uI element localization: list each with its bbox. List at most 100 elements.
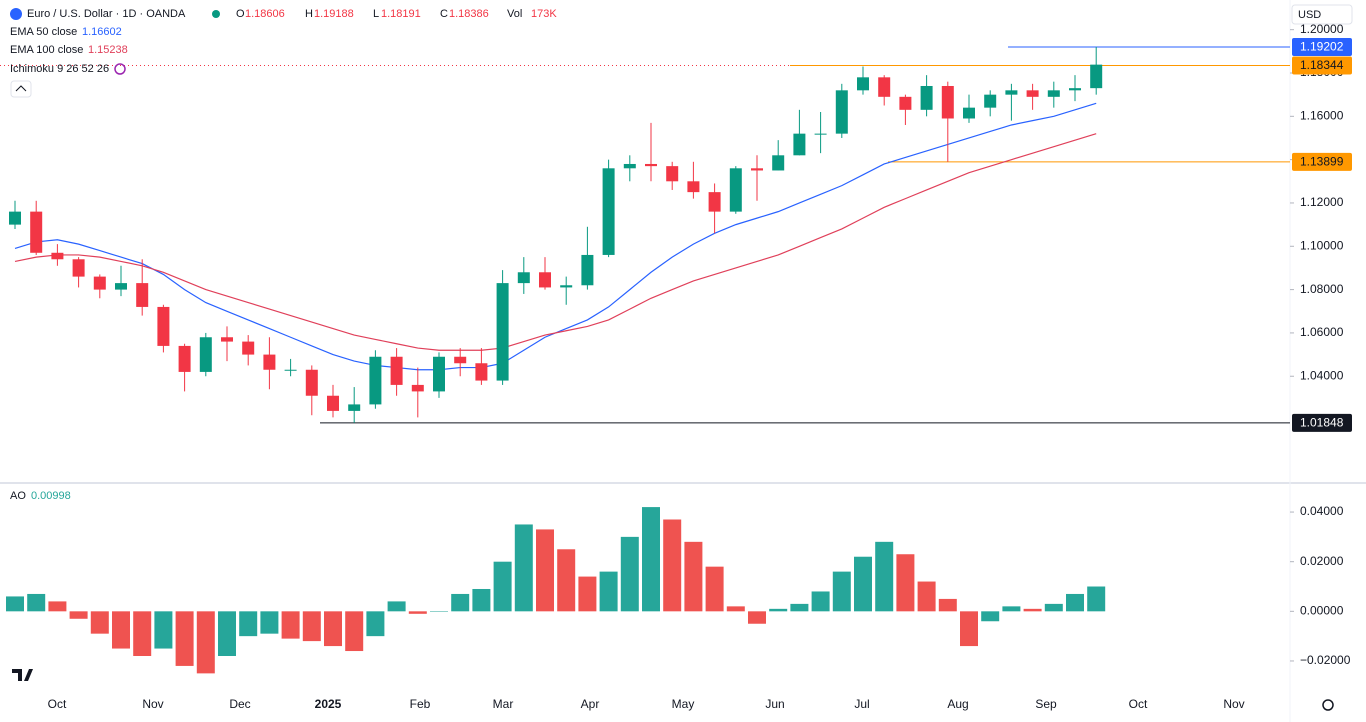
candle-body [666,166,679,182]
ema-line [14,102,1097,371]
ao-bar [1066,593,1084,612]
ao-bar [281,611,300,639]
ao-bar [1002,606,1021,612]
candle-body [687,181,700,193]
candle-body [1047,90,1060,97]
ao-bar [1087,586,1106,612]
level-badge [1292,413,1352,432]
volume-value: 173K [531,8,557,20]
ao-tick-label: −0.02000 [1300,653,1351,667]
ao-bar [938,598,957,612]
ao-bar [811,591,830,612]
x-tick-label: Jun [765,697,784,711]
ao-bar [620,536,639,612]
candle-body [157,306,170,346]
ao-tick-label: 0.02000 [1300,554,1344,568]
ao-bar [748,611,766,624]
candle-body [517,272,530,284]
candle-body [221,337,233,342]
candle-body [920,85,933,110]
currency-button[interactable] [1291,4,1353,25]
x-tick-label: Oct [48,697,67,711]
ao-bar [472,588,491,612]
level-label: 1.19202 [1300,40,1344,54]
y-tick-label: 1.06000 [1300,325,1344,339]
candle-body [729,168,742,212]
ema50-label: EMA 50 close [10,26,77,38]
candle-body [793,133,806,156]
y-tick-label: 1.10000 [1300,238,1344,252]
ao-bar [451,593,470,612]
symbol-title: Euro / U.S. Dollar · 1D · OANDA [27,8,186,20]
quote-value: 1.19188 [314,8,354,20]
ichimoku-icon[interactable] [114,63,126,75]
candle-body [1069,88,1081,91]
collapse-icon [15,85,27,92]
ao-bar [154,611,173,649]
x-tick-label: Oct [1129,697,1148,711]
candle-body [941,85,954,119]
level-label: 1.13899 [1300,154,1344,168]
level-badge [1292,37,1352,56]
candle-body [136,283,149,307]
ao-bar [705,566,724,612]
candle-body [581,254,594,286]
level-badge [1292,56,1352,75]
ao-label: AO [10,490,26,502]
ao-bar [960,611,978,647]
candle-body [772,155,785,171]
x-tick-label: Aug [947,697,968,711]
level-badge [1292,152,1352,171]
candle-body [263,354,276,370]
ao-tick-label: 0.04000 [1300,504,1344,518]
ichimoku-label: Ichimoku 9 26 52 26 [10,63,109,75]
candle-body [390,356,403,385]
candle-body [623,163,636,169]
ema100-value: 1.15238 [88,44,128,56]
ao-bar [832,571,851,612]
ao-bar [175,611,194,666]
candle-body [899,96,912,110]
level-label: 1.01848 [1300,416,1344,430]
y-tick-label: 1.08000 [1300,282,1344,296]
x-tick-label: Feb [410,697,431,711]
candle-body [51,252,64,260]
candle-body [178,345,191,372]
ao-bar [642,507,660,612]
candle-body [30,211,43,253]
candle-body [857,77,869,91]
candle-body [305,369,318,396]
ao-bar [387,601,406,612]
quote-label: L [373,8,379,20]
collapse-button[interactable] [10,80,32,98]
ao-bar [684,541,703,612]
x-tick-label: Sep [1035,697,1057,711]
candle-body [560,285,573,288]
ao-bar [726,606,745,612]
volume-label: Vol [507,8,522,20]
ao-bar [1044,603,1063,612]
ao-bar [790,603,809,612]
settings-icon[interactable] [1322,699,1334,711]
candle-body [93,276,106,290]
x-tick-label: Mar [493,697,514,711]
y-tick-label: 1.16000 [1300,108,1344,122]
ao-bar [196,611,215,674]
x-tick-label: Nov [1223,697,1244,711]
ema100-label: EMA 100 close [10,44,83,56]
candle-body [814,133,827,135]
candle-body [1026,90,1039,97]
candle-body [369,356,382,405]
ao-bar [514,524,533,612]
symbol-icon [10,8,22,20]
ao-bar [69,611,88,619]
ao-bar [917,581,936,612]
x-tick-label: Dec [229,697,250,711]
candle-body [454,356,467,364]
ao-bar [345,611,364,652]
ao-bar [112,611,130,649]
ema50-value: 1.16602 [82,26,122,38]
candle-body [1005,90,1018,95]
candle-body [835,90,848,134]
